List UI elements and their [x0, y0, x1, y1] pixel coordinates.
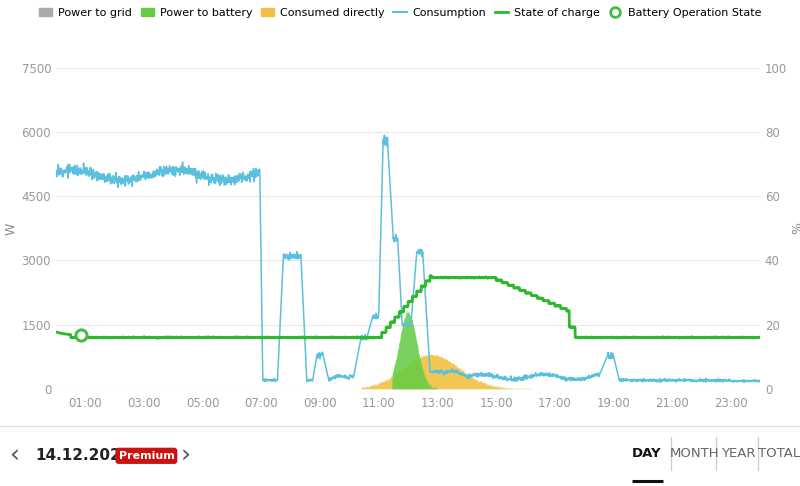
- Legend: Power to grid, Power to battery, Consumed directly, Consumption, State of charge: Power to grid, Power to battery, Consume…: [39, 8, 761, 18]
- Text: Premium: Premium: [118, 451, 174, 461]
- Y-axis label: W: W: [4, 222, 18, 235]
- Text: ‹: ‹: [10, 444, 19, 468]
- Text: MONTH: MONTH: [670, 447, 719, 460]
- Text: ›: ›: [181, 444, 190, 468]
- Text: 14.12.2022: 14.12.2022: [36, 448, 132, 463]
- Text: YEAR: YEAR: [721, 447, 756, 460]
- Text: TOTAL: TOTAL: [758, 447, 800, 460]
- Text: DAY: DAY: [631, 447, 662, 460]
- Y-axis label: %: %: [791, 223, 800, 234]
